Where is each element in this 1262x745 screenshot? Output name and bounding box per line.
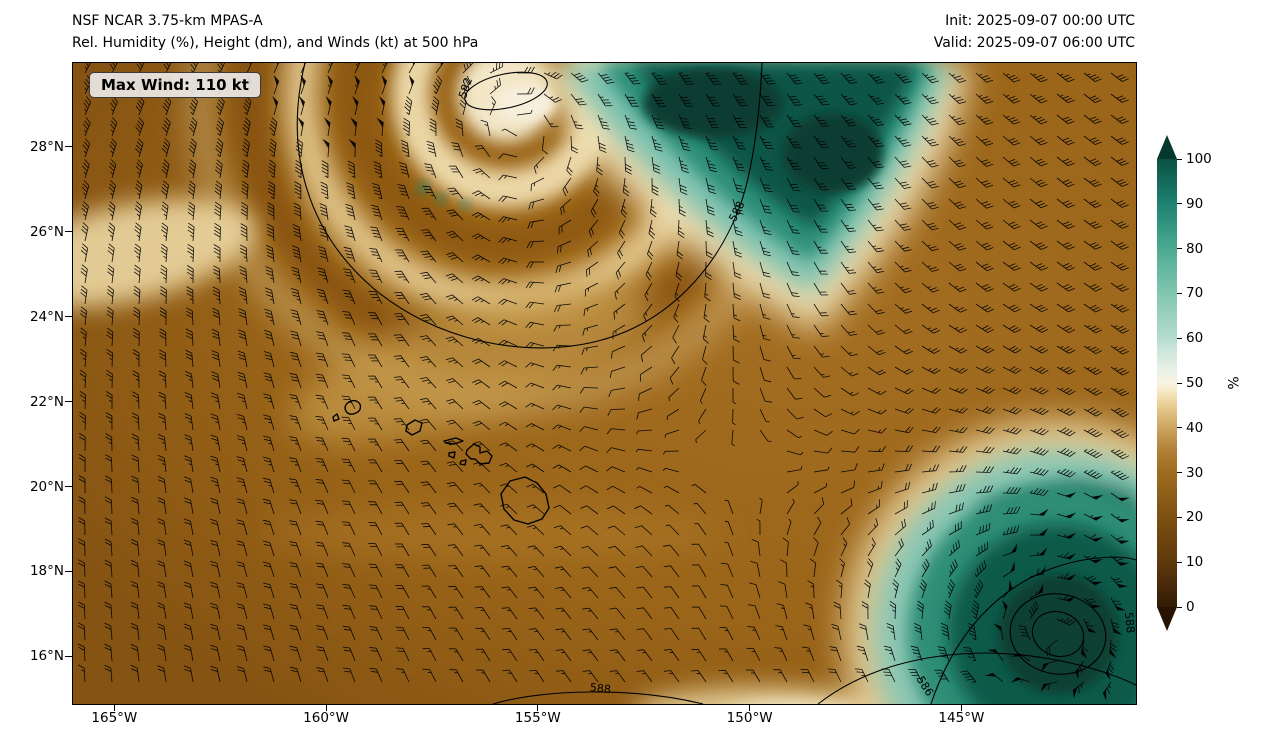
map-plot: 582 588 588 586 588 Max Wind: 110 kt xyxy=(72,62,1137,705)
colorbar-tickmark xyxy=(1177,203,1182,205)
lon-tick-label: 155°W xyxy=(514,710,561,726)
colorbar-tick-label: 60 xyxy=(1186,330,1204,347)
colorbar-tickmark xyxy=(1177,292,1182,294)
island-lanai xyxy=(448,451,456,459)
lon-tick-label: 165°W xyxy=(91,710,138,726)
lon-tick-label: 150°W xyxy=(726,710,773,726)
lon-tickmark xyxy=(537,704,539,711)
lon-tickmark xyxy=(325,704,327,711)
contour-label: 588 xyxy=(1122,612,1136,634)
colorbar-tick-label: 70 xyxy=(1186,285,1204,302)
colorbar-tickmark xyxy=(1177,561,1182,563)
lat-tickmark xyxy=(65,146,72,148)
lat-tick-label: 16°N xyxy=(29,648,64,665)
header-titles: NSF NCAR 3.75-km MPAS-A Rel. Humidity (%… xyxy=(72,10,478,54)
island-kahoolawe xyxy=(459,459,467,466)
island-maui xyxy=(465,443,493,465)
lat-tickmark xyxy=(65,401,72,403)
contour-label: 588 xyxy=(589,681,611,696)
lat-tick-label: 20°N xyxy=(29,478,64,495)
contour-label: 582 xyxy=(456,76,475,100)
colorbar-tick-label: 20 xyxy=(1186,509,1204,526)
colorbar-tick-label: 10 xyxy=(1186,554,1204,571)
colorbar-tickmark xyxy=(1177,158,1182,160)
header-times: Init: 2025-09-07 00:00 UTC Valid: 2025-0… xyxy=(934,10,1135,54)
lat-tickmark xyxy=(65,655,72,657)
colorbar-tick-label: 80 xyxy=(1186,240,1204,257)
lon-tickmark xyxy=(960,704,962,711)
lat-tick-label: 28°N xyxy=(29,138,64,155)
colorbar-tick-label: 90 xyxy=(1186,195,1204,212)
island-molokai xyxy=(443,437,464,445)
lat-tickmark xyxy=(65,570,72,572)
colorbar-unit-label: % xyxy=(1226,376,1243,390)
lat-tickmark xyxy=(65,316,72,318)
colorbar-tickmark xyxy=(1177,382,1182,384)
lat-tickmark xyxy=(65,231,72,233)
colorbar-tick-label: 30 xyxy=(1186,464,1204,481)
colorbar-tickmark xyxy=(1177,472,1182,474)
wind-barbs-layer xyxy=(77,63,1130,701)
lat-tick-label: 24°N xyxy=(29,308,64,325)
colorbar-tick-label: 50 xyxy=(1186,375,1204,391)
colorbar-tickmark xyxy=(1177,248,1182,250)
lat-tick-label: 22°N xyxy=(29,393,64,410)
model-title: NSF NCAR 3.75-km MPAS-A xyxy=(72,13,263,29)
colorbar-tickmark xyxy=(1177,606,1182,608)
lat-tick-label: 26°N xyxy=(29,223,64,240)
lon-tick-label: 160°W xyxy=(303,710,350,726)
colorbar-tick-label: 40 xyxy=(1186,419,1204,436)
product-title: Rel. Humidity (%), Height (dm), and Wind… xyxy=(72,35,479,51)
lat-tickmark xyxy=(65,486,72,487)
island-hawaii xyxy=(500,476,550,525)
colorbar-tickmark xyxy=(1177,337,1182,339)
init-time: Init: 2025-09-07 00:00 UTC xyxy=(945,13,1135,29)
colorbar-under-arrow xyxy=(1157,607,1177,631)
colorbar-tick-label: 0 xyxy=(1186,599,1195,615)
colorbar-gradient xyxy=(1157,159,1177,607)
colorbar-tickmark xyxy=(1177,427,1182,429)
lon-tickmark xyxy=(113,704,115,711)
max-wind-badge: Max Wind: 110 kt xyxy=(89,72,261,98)
colorbar-tickmark xyxy=(1177,516,1182,518)
islands-layer xyxy=(332,399,550,525)
island-niihau xyxy=(332,413,340,422)
island-oahu xyxy=(405,419,423,436)
lon-tickmark xyxy=(749,704,751,711)
colorbar-over-arrow xyxy=(1157,135,1177,159)
lat-tick-label: 18°N xyxy=(29,563,64,580)
rh-field-layer xyxy=(73,63,1136,704)
colorbar-tick-label: 100 xyxy=(1186,151,1212,167)
valid-time: Valid: 2025-09-07 06:00 UTC xyxy=(933,35,1135,51)
lon-tick-label: 145°W xyxy=(938,710,985,726)
